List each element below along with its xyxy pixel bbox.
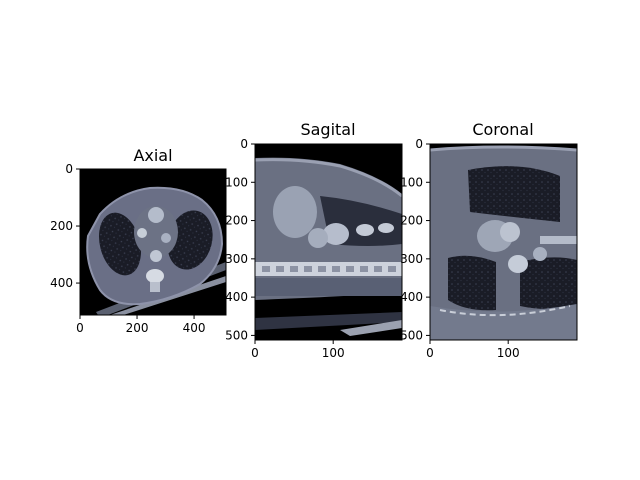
sagital-title: Sagital bbox=[300, 120, 355, 139]
sagital-xtick-label: 0 bbox=[251, 346, 259, 360]
coronal-title: Coronal bbox=[472, 120, 533, 139]
sagital-ytick-label: 500 bbox=[225, 328, 248, 342]
axial-xtick-label: 0 bbox=[76, 321, 84, 335]
coronal-xtick-label: 0 bbox=[426, 346, 434, 360]
sagital-ytick-label: 200 bbox=[225, 214, 248, 228]
axial-ytick-label: 200 bbox=[50, 219, 73, 233]
axial-title: Axial bbox=[133, 146, 172, 165]
sagital-ytick-label: 400 bbox=[225, 290, 248, 304]
coronal-ytick-label: 500 bbox=[400, 328, 423, 342]
axial-xtick-label: 400 bbox=[183, 321, 206, 335]
axial-panel: Axial 0 200 400 0 200 400 bbox=[50, 146, 227, 335]
sagital-panel: Sagital bbox=[225, 120, 403, 360]
sagital-ytick-label: 300 bbox=[225, 252, 248, 266]
coronal-panel: Coronal 0 100 0 100 200 300 400 500 bbox=[400, 120, 578, 360]
coronal-ytick-label: 300 bbox=[400, 252, 423, 266]
coronal-image bbox=[430, 144, 577, 340]
coronal-ytick-label: 200 bbox=[400, 214, 423, 228]
axial-ytick-label: 400 bbox=[50, 276, 73, 290]
coronal-xtick-label: 100 bbox=[497, 346, 520, 360]
coronal-ytick-label: 400 bbox=[400, 290, 423, 304]
coronal-ticks: 0 100 0 100 200 300 400 500 bbox=[400, 137, 520, 360]
axial-ytick-label: 0 bbox=[65, 162, 73, 176]
sagital-ytick-label: 100 bbox=[225, 175, 248, 189]
sagital-ytick-label: 0 bbox=[240, 137, 248, 151]
sagital-xtick-label: 100 bbox=[322, 346, 345, 360]
axial-xtick-label: 200 bbox=[126, 321, 149, 335]
axial-ticks: 0 200 400 0 200 400 bbox=[50, 162, 205, 335]
sagital-image bbox=[255, 144, 402, 340]
coronal-ytick-label: 0 bbox=[415, 137, 423, 151]
coronal-ytick-label: 100 bbox=[400, 175, 423, 189]
axial-image bbox=[80, 169, 226, 315]
sagital-ticks: 0 100 0 100 200 300 400 500 bbox=[225, 137, 345, 360]
